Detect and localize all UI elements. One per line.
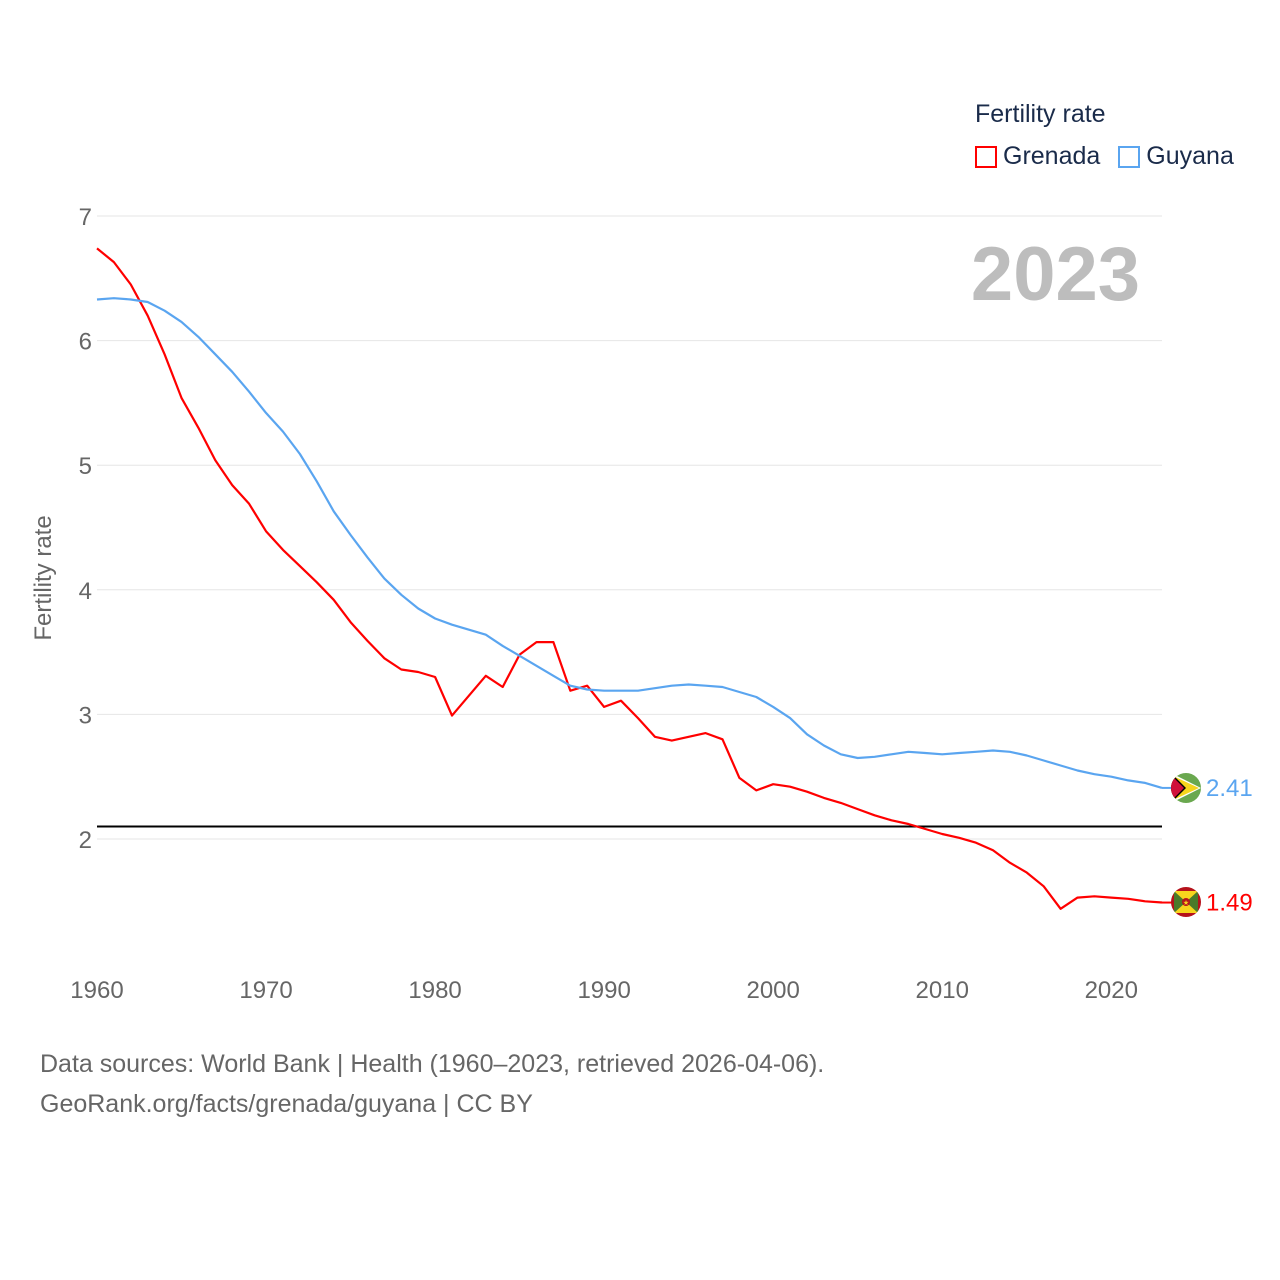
end-value-label-guyana: 2.41 [1206, 775, 1253, 802]
legend-label-grenada: Grenada [1003, 142, 1101, 170]
legend: Grenada Guyana [975, 142, 1234, 171]
y-tick-label: 6 [79, 329, 92, 356]
x-tick-label: 2000 [746, 977, 799, 1004]
source-note: Data sources: World Bank | Health (1960–… [40, 1044, 824, 1124]
legend-item-guyana[interactable]: Guyana [1118, 142, 1234, 171]
x-tick-label: 1960 [70, 977, 123, 1004]
x-tick-label: 2020 [1085, 977, 1138, 1004]
legend-title: Fertility rate [975, 100, 1106, 128]
source-link[interactable]: GeoRank.org/facts/grenada/guyana | CC BY [40, 1090, 533, 1118]
series-line-guyana [96, 297, 1163, 789]
x-tick-label: 1980 [408, 977, 461, 1004]
y-tick-label: 7 [79, 204, 92, 231]
svg-text:★: ★ [1183, 899, 1189, 907]
source-line-1: Data sources: World Bank | Health (1960–… [40, 1050, 825, 1078]
legend-label-guyana: Guyana [1146, 142, 1234, 170]
year-watermark: 2023 [971, 232, 1140, 317]
y-axis-label: Fertility rate [30, 515, 57, 640]
x-tick-label: 2010 [916, 977, 969, 1004]
y-tick-label: 3 [79, 702, 92, 729]
y-tick-label: 2 [79, 827, 92, 854]
series-line-grenada [96, 247, 1163, 910]
x-tick-label: 1990 [577, 977, 630, 1004]
end-value-label-grenada: 1.49 [1206, 890, 1253, 917]
legend-item-grenada[interactable]: Grenada [975, 142, 1100, 171]
x-tick-label: 1970 [239, 977, 292, 1004]
legend-swatch-guyana [1118, 145, 1141, 168]
grenada-flag-icon: ★ [1171, 887, 1201, 917]
y-tick-label: 5 [79, 453, 92, 480]
legend-swatch-grenada [975, 145, 997, 168]
guyana-flag-icon [1171, 773, 1201, 803]
y-tick-label: 4 [79, 578, 92, 605]
